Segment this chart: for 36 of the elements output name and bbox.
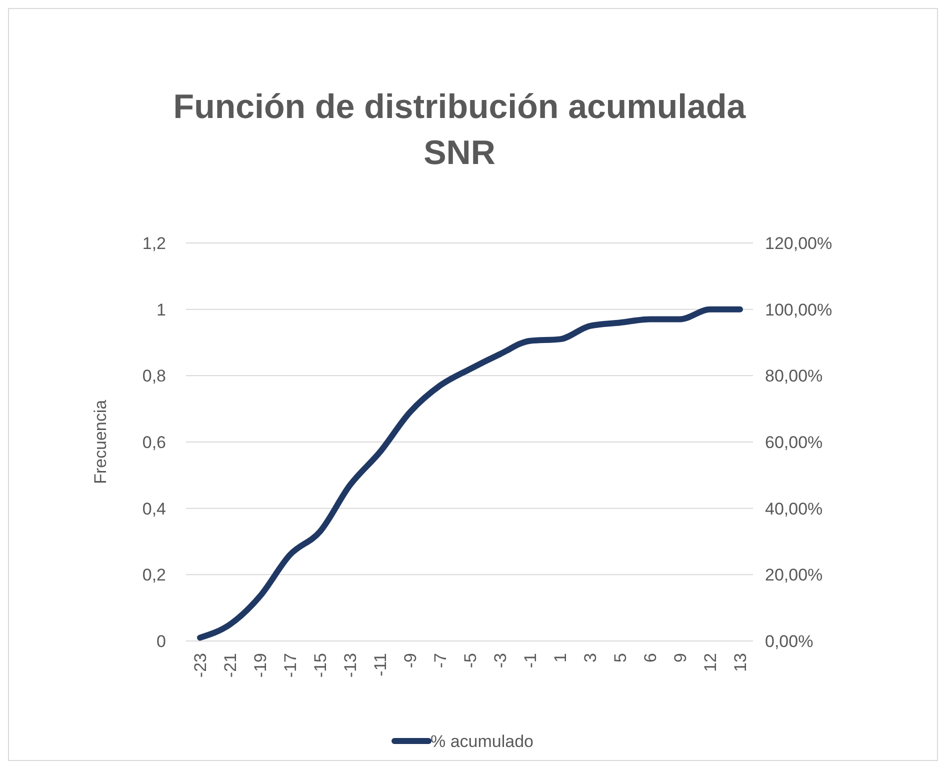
x-tick-label: -5 <box>460 653 480 668</box>
x-tick-label: -7 <box>430 653 450 668</box>
x-tick-label: 13 <box>730 653 750 672</box>
y2-tick-label: 80,00% <box>765 366 823 386</box>
x-tick-label: -3 <box>490 653 510 668</box>
y-tick-label: 0,8 <box>142 366 166 386</box>
y-tick-label: 1,2 <box>142 234 166 253</box>
y2-tick-label: 100,00% <box>765 300 832 320</box>
y2-tick-label: 40,00% <box>765 499 823 518</box>
x-tick-label: -13 <box>340 653 360 678</box>
x-tick-label: -15 <box>310 653 330 678</box>
x-tick-label: -11 <box>370 653 390 676</box>
y-tick-label: 0 <box>156 632 166 651</box>
x-tick-label: -1 <box>520 653 540 668</box>
y-tick-label: 0,2 <box>142 566 166 585</box>
y-tick-label: 1 <box>156 300 166 320</box>
x-tick-label: -21 <box>220 653 240 678</box>
legend-label: % acumulado <box>430 732 534 751</box>
x-tick-label: 9 <box>670 653 690 662</box>
x-tick-label: -19 <box>250 653 270 678</box>
x-tick-label: 1 <box>550 653 570 662</box>
x-tick-label: 12 <box>700 653 720 672</box>
x-tick-label: -9 <box>400 653 420 668</box>
x-tick-label: -23 <box>190 653 210 678</box>
y2-tick-label: 0,00% <box>765 632 814 651</box>
y2-tick-label: 120,00% <box>765 234 832 253</box>
y-tick-label: 0,4 <box>142 499 166 518</box>
x-tick-label: 6 <box>640 653 660 662</box>
y-tick-label: 0,6 <box>142 432 166 452</box>
chart-title: Función de distribución acumulada SNR <box>173 88 747 172</box>
x-tick-label: -17 <box>280 653 300 678</box>
x-tick-label: 5 <box>610 653 630 662</box>
x-tick-label: 3 <box>580 653 600 662</box>
y-axis-title: Frecuencia <box>91 399 110 484</box>
y2-tick-label: 20,00% <box>765 566 823 585</box>
y2-tick-label: 60,00% <box>765 432 823 452</box>
